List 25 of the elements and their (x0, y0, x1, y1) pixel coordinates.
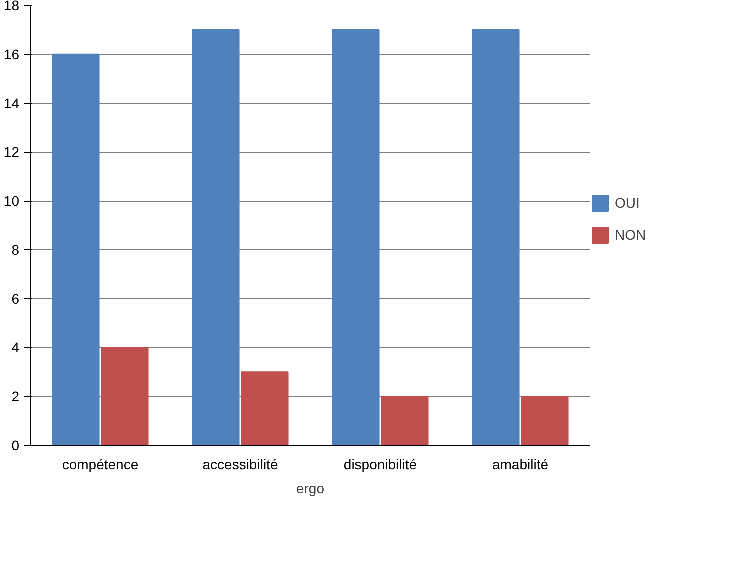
y-tick-label: 0 (12, 438, 20, 454)
x-axis-title: ergo (296, 480, 325, 496)
y-tick-label: 12 (4, 144, 20, 160)
bar (192, 29, 240, 446)
bar (381, 396, 429, 446)
y-tick-label: 8 (12, 242, 20, 258)
bar (472, 29, 520, 446)
legend-label: OUI (615, 195, 640, 211)
bar (332, 29, 380, 446)
bar (241, 372, 289, 446)
y-tick-label: 14 (4, 95, 20, 112)
x-tick-label: compétence (62, 456, 139, 472)
legend-label: NON (615, 227, 646, 243)
x-tick-label: amabilité (492, 456, 549, 472)
y-tick-label: 16 (4, 46, 20, 62)
y-tick-label: 18 (4, 0, 20, 14)
y-tick-label: 2 (12, 388, 20, 405)
y-tick-label: 10 (4, 193, 20, 210)
y-tick-label: 4 (12, 340, 20, 356)
x-tick-label: accessibilité (202, 456, 278, 472)
bar (52, 54, 100, 446)
x-tick-label: disponibilité (344, 456, 418, 472)
bar (101, 347, 149, 446)
bar (521, 396, 569, 446)
y-tick-label: 6 (12, 290, 20, 307)
